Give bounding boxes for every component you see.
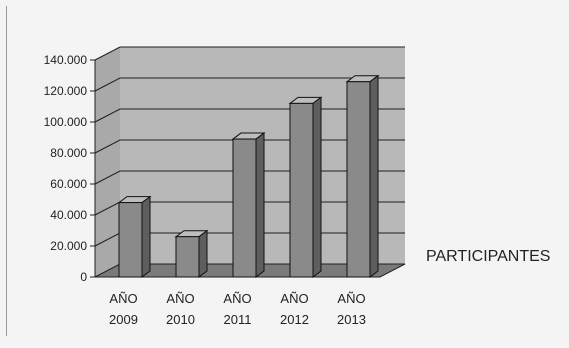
y-tick-label: 80.000 <box>50 146 87 160</box>
x-tick-label: AÑO <box>280 291 308 306</box>
left-border-line <box>6 6 7 336</box>
legend-label: PARTICIPANTES <box>426 248 550 265</box>
y-tick-label: 20.000 <box>50 239 87 253</box>
y-tick-label: 100.000 <box>44 115 88 129</box>
bar-side <box>369 74 379 278</box>
gridline <box>94 46 405 61</box>
x-axis: AÑO 2009 AÑO 2010 AÑO 2011 AÑO 2012 AÑO 2013 <box>109 291 366 327</box>
bar <box>288 96 323 278</box>
x-tick-label: 2011 <box>224 312 252 327</box>
gridline <box>94 77 405 92</box>
bar <box>345 74 380 278</box>
x-tick-label: 2009 <box>109 312 138 327</box>
bar <box>174 229 209 278</box>
bar-side <box>141 195 151 278</box>
bar-side <box>312 96 322 278</box>
x-tick-label: AÑO <box>166 291 194 306</box>
bar <box>231 132 266 278</box>
bar <box>117 195 152 278</box>
bar-front <box>232 138 257 278</box>
bar-front <box>118 202 143 278</box>
x-tick-label: 2013 <box>337 312 366 327</box>
bars <box>117 74 380 278</box>
y-tick-label: 120.000 <box>44 84 88 98</box>
floor-edge-line <box>379 263 406 278</box>
y-tick-label: 60.000 <box>50 177 87 191</box>
y-tick-label: 0 <box>80 270 87 284</box>
x-tick-label: AÑO <box>109 291 137 306</box>
y-axis: 0 20.000 40.000 60.000 80.000 100.000 120.000 1… <box>44 53 406 284</box>
bar-side <box>255 132 265 278</box>
bar-front <box>346 81 371 278</box>
y-tick-label: 40.000 <box>50 208 87 222</box>
x-tick-label: AÑO <box>223 291 251 306</box>
y-tick-label: 140.000 <box>44 53 88 67</box>
bar-front <box>289 102 314 278</box>
x-tick-label: 2010 <box>166 312 195 327</box>
x-tick-label: AÑO <box>337 291 365 306</box>
side-wall <box>95 47 120 277</box>
legend: PARTICIPANTES <box>426 248 550 265</box>
x-tick-label: 2012 <box>280 312 309 327</box>
bar-side <box>198 229 208 278</box>
bar-front <box>175 236 200 278</box>
